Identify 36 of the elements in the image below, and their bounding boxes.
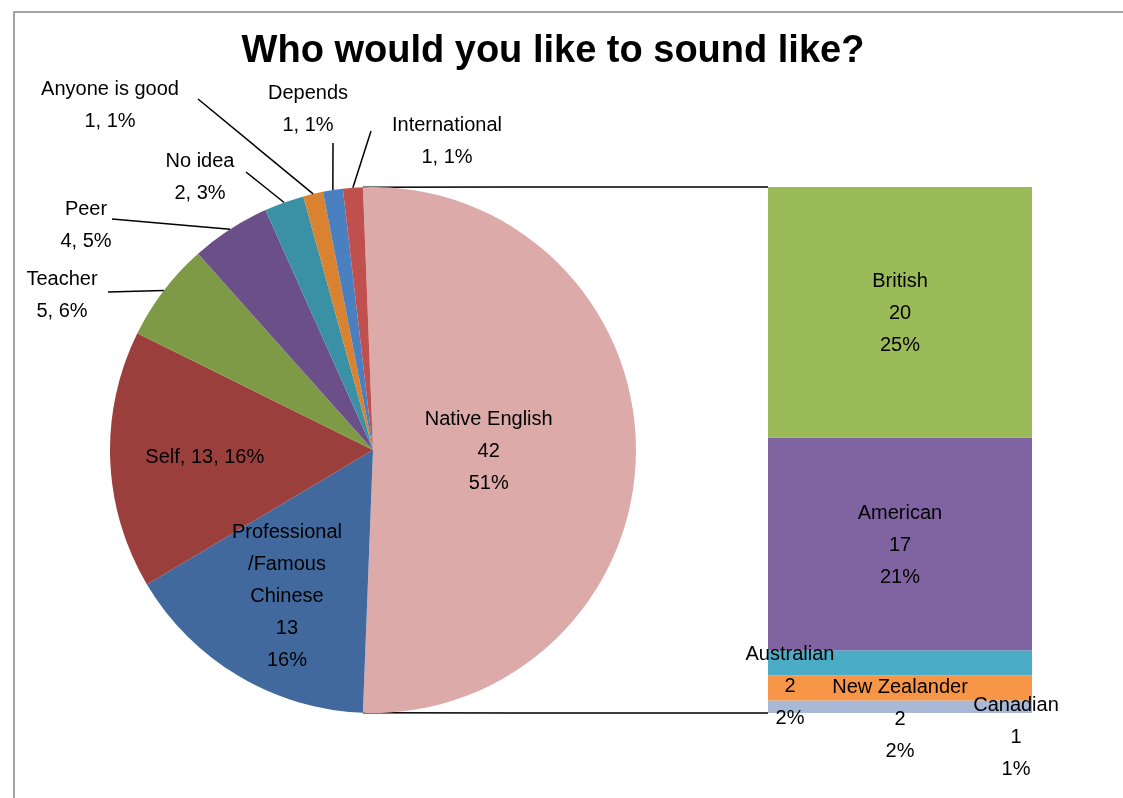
data-label: 5, 6%	[36, 299, 88, 321]
data-label: 42 51%	[468, 439, 509, 493]
bar	[768, 187, 1032, 438]
data-label: 1, 1%	[84, 109, 136, 131]
data-label: 2 2%	[775, 674, 805, 728]
slice-label: Anyone is good	[41, 77, 179, 99]
data-label: 1 1%	[1001, 725, 1031, 779]
pie-slice	[137, 253, 373, 450]
data-label: 20 25%	[879, 301, 921, 356]
data-label: 1, 1%	[421, 145, 473, 167]
pie-slice	[265, 196, 373, 450]
data-label: 2, 3%	[174, 181, 226, 203]
data-label: 2 2%	[885, 707, 915, 761]
series-label: New Zealander	[832, 675, 969, 697]
chart-title: Who would you like to sound like?	[241, 28, 865, 70]
slice-label: Peer	[64, 197, 108, 219]
series-label: American	[857, 500, 943, 523]
slice-label: Professional /Famous Chinese	[231, 519, 343, 606]
slice-label: International	[391, 113, 503, 135]
pie-slice	[198, 210, 373, 450]
slice-label: Depends	[267, 81, 349, 103]
slice-label: Native English	[424, 407, 553, 429]
data-label: 17 21%	[879, 532, 921, 587]
slice-label: Self, 13, 16%	[145, 445, 265, 468]
slice-label: No idea	[165, 149, 236, 171]
data-label: 1, 1%	[282, 113, 334, 135]
pie-slice	[146, 450, 373, 713]
data-label: 13 16%	[266, 615, 308, 670]
slice-label: Teacher	[26, 267, 98, 289]
data-label: 4, 5%	[60, 229, 112, 251]
series-label: British	[872, 269, 928, 292]
series-label: Canadian	[973, 693, 1059, 715]
pie-slice	[362, 187, 636, 713]
pie-slice	[110, 333, 373, 585]
pie-slice	[303, 191, 373, 450]
pie-slice	[322, 188, 373, 450]
